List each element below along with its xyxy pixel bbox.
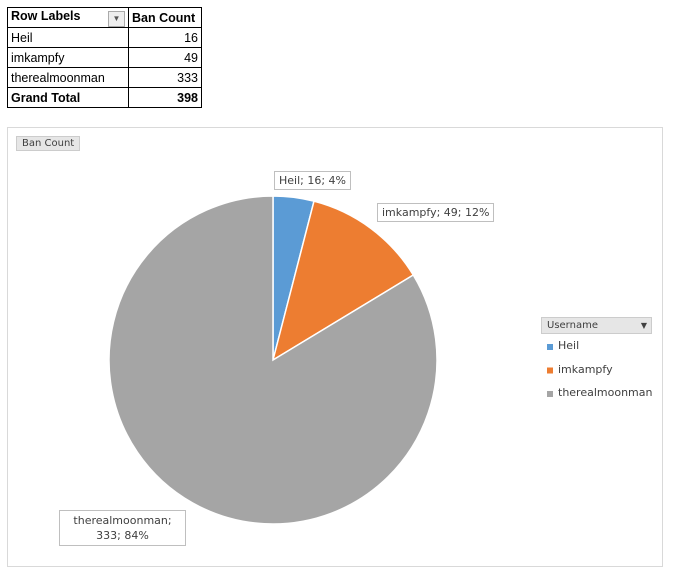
legend-label: Heil bbox=[558, 339, 580, 352]
legend-title-text: Username bbox=[547, 320, 598, 331]
data-label: Heil; 16; 4% bbox=[274, 171, 352, 190]
pivot-table: Row Labels ▼ Ban Count Heil 16 imkampfy 49 t… bbox=[7, 7, 202, 108]
pie-slice bbox=[108, 195, 438, 525]
legend-title[interactable]: Username ▼ bbox=[541, 317, 652, 334]
cell: 398 bbox=[128, 87, 202, 108]
data-label: imkampfy; 49; 12% bbox=[377, 203, 495, 222]
filter-button[interactable]: ▼ bbox=[108, 10, 125, 27]
legend-marker bbox=[547, 391, 553, 397]
header: Row Labels bbox=[11, 8, 81, 23]
legend-label: therealmoonman bbox=[558, 386, 653, 399]
legend-marker bbox=[547, 344, 553, 350]
cell: Grand Total bbox=[7, 87, 129, 108]
header: Ban Count bbox=[128, 7, 202, 28]
field-button[interactable]: Ban Count bbox=[16, 136, 81, 151]
legend-label: imkampfy bbox=[558, 362, 613, 376]
legend-marker bbox=[547, 367, 553, 374]
data-label: therealmoonman; 333; 84% bbox=[59, 510, 186, 546]
pie-slice bbox=[271, 200, 415, 362]
